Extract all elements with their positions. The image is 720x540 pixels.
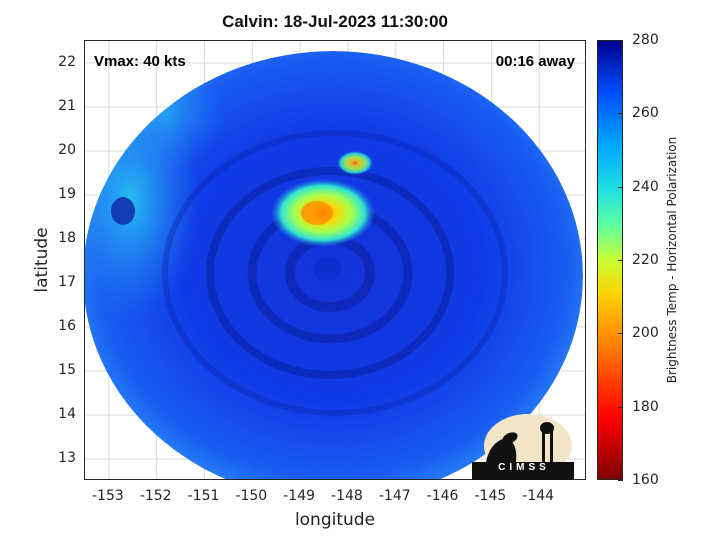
y-tick-label: 20 — [58, 142, 76, 158]
colorbar-tick-mark — [618, 333, 623, 335]
cold-cloud-top-core — [301, 201, 333, 225]
time-away-annotation: 00:16 away — [495, 53, 575, 70]
colorbar-title: Brightness Temp - Horizontal Polarizatio… — [665, 136, 679, 384]
x-tick-label: -152 — [139, 488, 172, 504]
colorbar-tick-mark — [618, 40, 623, 41]
y-tick-label: 19 — [58, 186, 76, 202]
colorbar-tick-label: 260 — [632, 105, 659, 122]
colorbar-tick-mark — [618, 406, 623, 408]
y-tick-label: 13 — [58, 450, 76, 466]
colorbar-tick-mark — [618, 480, 623, 481]
y-axis-title: latitude — [32, 227, 52, 293]
eye-center — [313, 257, 341, 281]
y-tick-label: 15 — [58, 362, 76, 378]
x-tick-label: -151 — [187, 488, 220, 504]
colorbar-tick-label: 180 — [632, 398, 659, 415]
x-tick-label: -148 — [331, 488, 363, 504]
cimss-logo-text: CIMSS — [498, 462, 550, 473]
satellite-swath — [85, 41, 585, 479]
colorbar-tick-label: 240 — [632, 178, 659, 195]
y-tick-label: 22 — [58, 54, 76, 70]
colorbar-tick-mark — [618, 260, 623, 261]
vmax-annotation: Vmax: 40 kts — [94, 53, 186, 70]
x-axis-title: longitude — [294, 510, 376, 530]
y-tick-label: 16 — [58, 318, 76, 334]
x-tick-label: -147 — [378, 488, 411, 504]
y-tick-label: 21 — [58, 98, 76, 114]
x-tick-label: -144 — [522, 488, 555, 504]
colorbar-tick-mark — [618, 113, 623, 115]
x-tick-label: -150 — [235, 488, 268, 504]
dark-spot — [111, 197, 135, 225]
map-plot-area — [84, 40, 586, 480]
cold-cloud-plume — [337, 151, 373, 175]
colorbar-tick-label: 160 — [632, 472, 659, 488]
x-tick-label: -149 — [283, 488, 316, 504]
cimss-logo — [472, 414, 574, 480]
x-tick-label: -153 — [92, 488, 124, 504]
chart-title: Calvin: 18-Jul-2023 11:30:00 — [222, 12, 448, 31]
colorbar-tick-label: 220 — [632, 252, 659, 268]
y-tick-label: 14 — [58, 406, 76, 422]
colorbar-tick-mark — [618, 186, 623, 188]
y-tick-label: 17 — [58, 274, 76, 290]
y-tick-label: 18 — [58, 230, 76, 246]
colorbar-tick-label: 200 — [632, 325, 659, 342]
x-tick-label: -145 — [474, 488, 507, 504]
x-tick-label: -146 — [426, 488, 459, 504]
colorbar-tick-label: 280 — [632, 32, 659, 48]
